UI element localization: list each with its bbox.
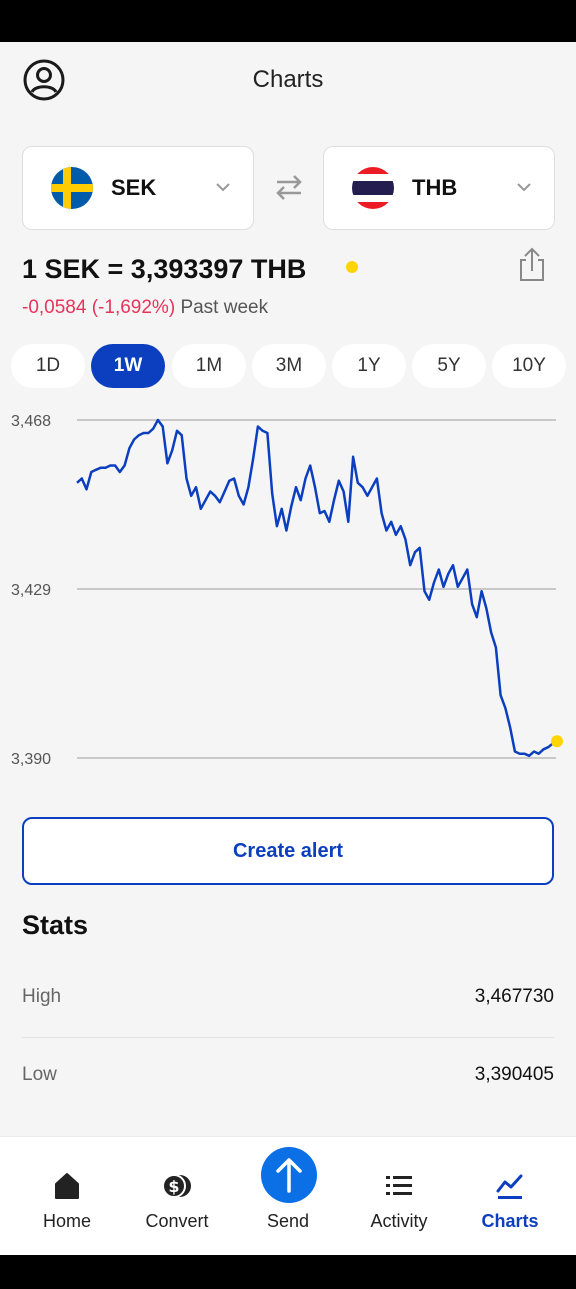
range-10y[interactable]: 10Y [492, 344, 566, 388]
share-icon[interactable] [516, 246, 548, 284]
nav-home[interactable]: Home [12, 1137, 122, 1255]
from-currency-code: SEK [111, 175, 157, 200]
live-indicator-dot [346, 261, 358, 273]
range-1w[interactable]: 1W [91, 344, 165, 388]
rate-series-line [76, 418, 554, 758]
range-selector: 1D 1W 1M 3M 1Y 5Y 10Y [11, 344, 571, 390]
stat-row-low: Low 3,390405 [22, 1038, 554, 1116]
stats-title: Stats [22, 910, 89, 940]
to-currency-selector[interactable]: THB [323, 146, 555, 230]
y-tick-label: 3,390 [11, 751, 51, 768]
swap-arrows-icon[interactable] [273, 172, 305, 202]
coins-icon: $ [162, 1174, 191, 1198]
to-currency-code: THB [412, 175, 458, 200]
nav-label: Activity [370, 1211, 428, 1231]
nav-convert[interactable]: $ Convert [122, 1137, 232, 1255]
thailand-flag-icon [352, 167, 394, 209]
y-tick-label: 3,429 [11, 582, 51, 599]
range-1d[interactable]: 1D [11, 344, 85, 388]
nav-activity[interactable]: Activity [344, 1137, 454, 1255]
nav-label: Charts [481, 1211, 539, 1231]
rate-change: -0,0584 (-1,692%) Past week [22, 297, 268, 319]
range-3m[interactable]: 3M [252, 344, 326, 388]
rate-change-period: Past week [180, 297, 269, 318]
create-alert-button[interactable]: Create alert [22, 817, 554, 885]
stat-value: 3,467730 [474, 986, 554, 1007]
from-currency-selector[interactable]: SEK [22, 146, 254, 230]
list-icon [386, 1176, 412, 1195]
header: Charts [0, 42, 576, 120]
rate-change-value: -0,0584 (-1,692%) [22, 297, 176, 318]
y-tick-label: 3,468 [11, 413, 51, 430]
svg-text:$: $ [168, 1177, 179, 1196]
nav-label: Send [266, 1211, 310, 1231]
sweden-flag-icon [51, 167, 93, 209]
arrow-up-icon [276, 1158, 302, 1193]
bottom-nav: Home $ Convert Send Activity [0, 1136, 576, 1255]
page-title: Charts [252, 66, 324, 93]
range-1y[interactable]: 1Y [332, 344, 406, 388]
current-point-dot [551, 735, 563, 748]
range-5y[interactable]: 5Y [412, 344, 486, 388]
chevron-down-icon [517, 183, 531, 192]
chart-line-icon [496, 1174, 523, 1199]
user-circle-icon[interactable] [22, 58, 66, 102]
home-icon [55, 1173, 79, 1199]
chevron-down-icon [216, 183, 230, 192]
rate-chart[interactable]: 3,468 3,429 3,390 [0, 400, 576, 780]
stat-value: 3,390405 [474, 1064, 554, 1085]
exchange-rate: 1 SEK = 3,393397 THB [22, 254, 307, 284]
nav-label: Home [42, 1211, 91, 1231]
send-button[interactable] [261, 1147, 317, 1203]
stat-row-high: High 3,467730 [22, 960, 554, 1038]
range-1m[interactable]: 1M [172, 344, 246, 388]
stat-label: Low [22, 1064, 57, 1085]
charts-screen: Charts SEK THB 1 SEK = 3,393397 THB [0, 42, 576, 1255]
nav-charts[interactable]: Charts [455, 1137, 565, 1255]
nav-label: Convert [145, 1211, 209, 1231]
stat-label: High [22, 986, 62, 1007]
